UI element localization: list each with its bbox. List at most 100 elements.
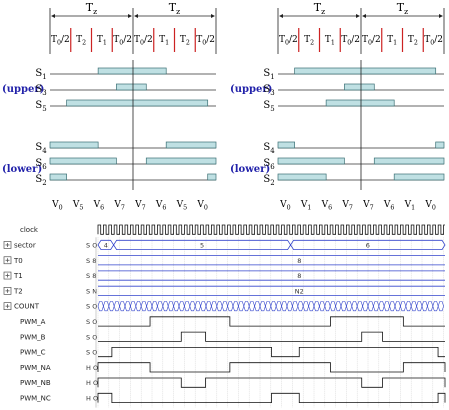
switch-on-bar bbox=[294, 67, 437, 75]
period-label: Tz bbox=[86, 1, 97, 16]
switch-on-bar bbox=[344, 83, 375, 91]
period-label: Tz bbox=[397, 1, 408, 16]
vector-label: V6 bbox=[321, 200, 333, 212]
vector-label: V1 bbox=[404, 200, 416, 212]
signal-name: S2 bbox=[263, 174, 274, 187]
vector-label: V6 bbox=[155, 200, 167, 212]
group-label: (upper) bbox=[230, 84, 272, 95]
digital-wave bbox=[98, 331, 445, 342]
segment-label: T1 bbox=[387, 35, 397, 47]
vector-label: V0 bbox=[51, 200, 63, 212]
arrow-head bbox=[134, 14, 138, 18]
vector-label: V0 bbox=[196, 200, 208, 212]
period-label: Tz bbox=[314, 1, 325, 16]
switch-on-bar bbox=[435, 141, 445, 149]
signal-label: T1 bbox=[13, 272, 23, 280]
signal-value: S N bbox=[86, 287, 97, 295]
segment-label: T2 bbox=[408, 35, 418, 47]
digital-wave bbox=[97, 392, 446, 403]
segment-label: T2 bbox=[180, 35, 190, 47]
switch-on-bar bbox=[116, 83, 147, 91]
switch-on-bar bbox=[393, 173, 445, 181]
vector-label: V0 bbox=[424, 200, 436, 212]
digital-wave bbox=[98, 347, 445, 358]
signal-name: S1 bbox=[263, 68, 274, 81]
segment-label: T0/2 bbox=[279, 35, 298, 47]
signal-name: S6 bbox=[35, 158, 47, 171]
group-label: (upper) bbox=[2, 84, 44, 95]
switch-on-bar bbox=[373, 157, 445, 165]
arrow-head bbox=[356, 14, 360, 18]
switch-on-bar bbox=[277, 157, 345, 165]
signal-value: S O bbox=[86, 318, 97, 326]
signal-value: S O bbox=[86, 333, 97, 341]
bus-value: 8 bbox=[297, 272, 301, 280]
group-label: (lower) bbox=[230, 164, 270, 175]
switch-on-bar bbox=[277, 173, 327, 181]
signal-label: PWM_B bbox=[20, 333, 46, 341]
vector-label: V6 bbox=[93, 200, 105, 212]
signal-name: S5 bbox=[35, 100, 46, 113]
waveform-background bbox=[0, 222, 449, 410]
bus-value: 4 bbox=[104, 241, 108, 249]
segment-label: T0/2 bbox=[424, 35, 443, 47]
vector-label: V7 bbox=[362, 200, 374, 212]
segment-label: T0/2 bbox=[196, 35, 215, 47]
segment-label: T0/2 bbox=[341, 35, 360, 47]
switch-on-bar bbox=[49, 141, 99, 149]
signal-name: S3 bbox=[263, 84, 274, 97]
bus-value: 6 bbox=[366, 241, 370, 249]
period-label: Tz bbox=[169, 1, 180, 16]
group-label: (lower) bbox=[2, 164, 42, 175]
digital-wave bbox=[97, 362, 446, 373]
signal-value: S O bbox=[86, 303, 97, 311]
bus-value: 8 bbox=[297, 257, 301, 265]
signal-label: clock bbox=[20, 226, 39, 234]
signal-name: S5 bbox=[263, 100, 274, 113]
digital-wave bbox=[97, 377, 446, 388]
logic-analyzer-waveform: clock sector S O 4 5 6 T0 S 8 8 T1 S 8 8 T2 S N N2 COUN… bbox=[0, 222, 449, 410]
segment-label: T1 bbox=[159, 35, 169, 47]
signal-name: S4 bbox=[35, 142, 47, 155]
signal-value: S 8 bbox=[86, 257, 96, 265]
segment-label: T1 bbox=[97, 35, 107, 47]
signal-name: S2 bbox=[35, 174, 46, 187]
signal-label: T0 bbox=[13, 257, 23, 265]
clock-wave bbox=[97, 224, 445, 235]
vector-label: V7 bbox=[113, 200, 125, 212]
arrow-head bbox=[362, 14, 366, 18]
signal-name: S4 bbox=[263, 142, 275, 155]
signal-label: PWM_NC bbox=[20, 394, 51, 402]
vector-label: V7 bbox=[341, 200, 353, 212]
signal-label: T2 bbox=[13, 287, 23, 295]
switch-on-bar bbox=[49, 157, 117, 165]
signal-name: S1 bbox=[35, 68, 46, 81]
arrow-head bbox=[51, 14, 55, 18]
arrow-head bbox=[211, 14, 215, 18]
bus-value: N2 bbox=[295, 287, 304, 295]
signal-label: PWM_NA bbox=[20, 364, 51, 372]
segment-label: T2 bbox=[76, 35, 86, 47]
switch-on-bar bbox=[207, 173, 217, 181]
switch-on-bar bbox=[325, 99, 395, 107]
segment-label: T0/2 bbox=[113, 35, 132, 47]
segment-label: T0/2 bbox=[51, 35, 70, 47]
bus-value: 5 bbox=[200, 241, 204, 249]
signal-label: PWM_NB bbox=[20, 379, 51, 387]
segment-label: T0/2 bbox=[362, 35, 381, 47]
vector-label: V5 bbox=[176, 200, 188, 212]
digital-wave bbox=[98, 316, 445, 327]
switch-on-bar bbox=[66, 99, 209, 107]
signal-label: sector bbox=[14, 241, 36, 249]
arrow-head bbox=[128, 14, 132, 18]
arrow-head bbox=[439, 14, 443, 18]
switch-on-bar bbox=[49, 173, 67, 181]
signal-value: H O bbox=[86, 379, 98, 387]
signal-label: PWM_A bbox=[20, 318, 46, 326]
signal-label: PWM_C bbox=[20, 349, 46, 357]
signal-name: S3 bbox=[35, 84, 46, 97]
vector-label: V6 bbox=[383, 200, 395, 212]
